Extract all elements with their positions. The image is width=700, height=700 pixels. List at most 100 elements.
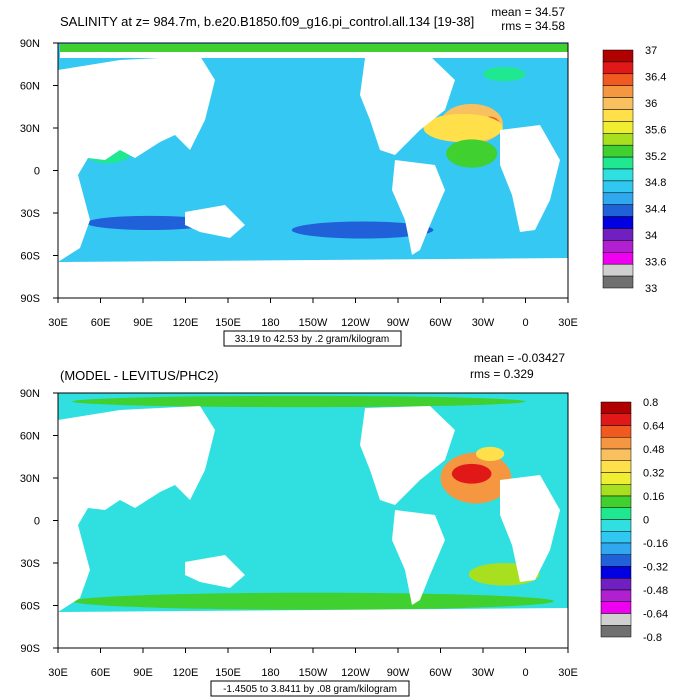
colorbar-swatch [600, 472, 632, 485]
colorbar-label: 0 [643, 515, 649, 527]
colorbar-swatch [602, 85, 634, 98]
colorbar-label: -0.32 [643, 562, 668, 574]
y-tick-label: 60N [20, 81, 40, 93]
land-south-america [392, 510, 445, 605]
salinity-features [82, 67, 526, 239]
colorbar-label: -0.8 [643, 632, 662, 644]
colorbar-swatch [602, 97, 634, 110]
y-tick-label: 0 [34, 166, 40, 178]
feature-south-pacific-low [291, 221, 434, 239]
colorbar-swatch [600, 413, 632, 426]
panel-title: (MODEL - LEVITUS/PHC2) [60, 368, 218, 383]
map-field [58, 393, 568, 648]
colorbar-swatch [600, 495, 632, 508]
x-tick-label: 120E [173, 317, 199, 329]
stats-mean: mean = -0.03427 [474, 351, 565, 365]
x-axis-ticks: 30E 60E 90E 120E 150E 180 150W 120W 90W 60W 30W 0 30… [48, 648, 578, 679]
x-tick-label: 180 [261, 667, 279, 679]
colorbar-label: 0.32 [643, 468, 664, 480]
colorbar-swatch [602, 49, 634, 63]
colorbar-swatch [600, 507, 632, 520]
colorbar-swatch [600, 437, 632, 450]
colorbar-swatch [600, 578, 632, 591]
colorbar-swatch [602, 61, 634, 75]
colorbar-swatch [600, 542, 632, 555]
x-tick-label: 120W [341, 317, 370, 329]
colorbar-swatch [600, 448, 632, 461]
y-tick-label: 90N [20, 388, 40, 400]
x-tick-label: 0 [522, 667, 528, 679]
colorbar-swatch [602, 192, 634, 205]
colorbar-swatch [600, 460, 632, 473]
colorbar-swatch [600, 589, 632, 602]
y-tick-label: 60S [20, 251, 40, 263]
colorbar-swatch [600, 425, 632, 438]
land-africa-eurasia [58, 406, 215, 612]
colorbar-label: -0.16 [643, 538, 668, 550]
x-tick-label: 90E [133, 667, 153, 679]
colorbar-label: 0.48 [643, 444, 664, 456]
colorbar-swatch [600, 566, 632, 579]
colorbar-label: 33.6 [645, 257, 666, 269]
colorbar-label: 0.16 [643, 491, 664, 503]
colorbar-swatch [602, 109, 634, 122]
feature-arctic [72, 395, 526, 408]
panel-salinity: SALINITY at z= 984.7m, b.e20.B1850.f09_g… [20, 5, 666, 347]
land-south-america [392, 160, 445, 255]
land-australia [185, 555, 245, 588]
colorbar-swatch [600, 601, 632, 614]
colorbar-swatch [602, 228, 634, 241]
land-africa-eurasia [58, 56, 215, 262]
colorbar-label: -0.64 [643, 609, 668, 621]
colorbar-swatch [600, 519, 632, 532]
x-tick-label: 60W [429, 667, 452, 679]
colorbar-swatch [602, 73, 634, 86]
y-axis-ticks: 90N 60N 30N 0 30S 60S 90S [20, 38, 58, 305]
arctic-band-white [60, 52, 568, 58]
feature-mediterranean [475, 446, 505, 461]
colorbar-swatch [602, 240, 634, 253]
colorbar-label: 36.4 [645, 71, 666, 83]
land-north-america [360, 406, 455, 505]
y-tick-label: 60N [20, 431, 40, 443]
colorbar-swatch [600, 484, 632, 497]
y-tick-label: 0 [34, 516, 40, 528]
colorbar-swatch [600, 554, 632, 567]
colorbar-label: 36 [645, 98, 657, 110]
map-field [58, 43, 568, 298]
stats-mean: mean = 34.57 [491, 5, 565, 19]
x-tick-label: 30E [558, 317, 578, 329]
feature-equatorial-atlantic [446, 139, 498, 168]
land-mask [58, 56, 568, 298]
arctic-band [60, 44, 568, 52]
feature-south-ocean-band [72, 592, 554, 610]
x-tick-label: 60E [91, 667, 111, 679]
colorbar-label: 35.6 [645, 124, 666, 136]
colorbar-swatch [602, 121, 634, 134]
x-tick-label: 90E [133, 317, 153, 329]
y-tick-label: 30N [20, 123, 40, 135]
colorbar-swatch [602, 133, 634, 146]
colorbar-swatch [600, 531, 632, 544]
colorbar-label: 34.8 [645, 177, 666, 189]
colorbar-swatch [602, 180, 634, 194]
colorbar-swatch [600, 401, 632, 414]
y-tick-label: 90S [20, 293, 40, 305]
colorbar-swatch [600, 625, 632, 638]
x-tick-label: 120W [341, 667, 370, 679]
colorbar-swatch [602, 156, 634, 170]
y-tick-label: 30N [20, 473, 40, 485]
land-north-america [360, 56, 455, 155]
x-tick-label: 90W [387, 667, 410, 679]
colorbar: 37 36.4 36 35.6 35.2 34.8 34.4 34 33.6 33 [602, 45, 666, 295]
colorbar-label: 0.64 [643, 421, 664, 433]
x-tick-label: 30E [558, 667, 578, 679]
panel-title: SALINITY at z= 984.7m, b.e20.B1850.f09_g… [60, 14, 474, 29]
colorbar-label: 34 [645, 230, 657, 242]
colorbar-label: 33 [645, 283, 657, 295]
colorbar-label: 37 [645, 45, 657, 57]
colorbar-label: 35.2 [645, 151, 666, 163]
caption-box [210, 680, 410, 697]
x-tick-label: 150W [299, 667, 328, 679]
